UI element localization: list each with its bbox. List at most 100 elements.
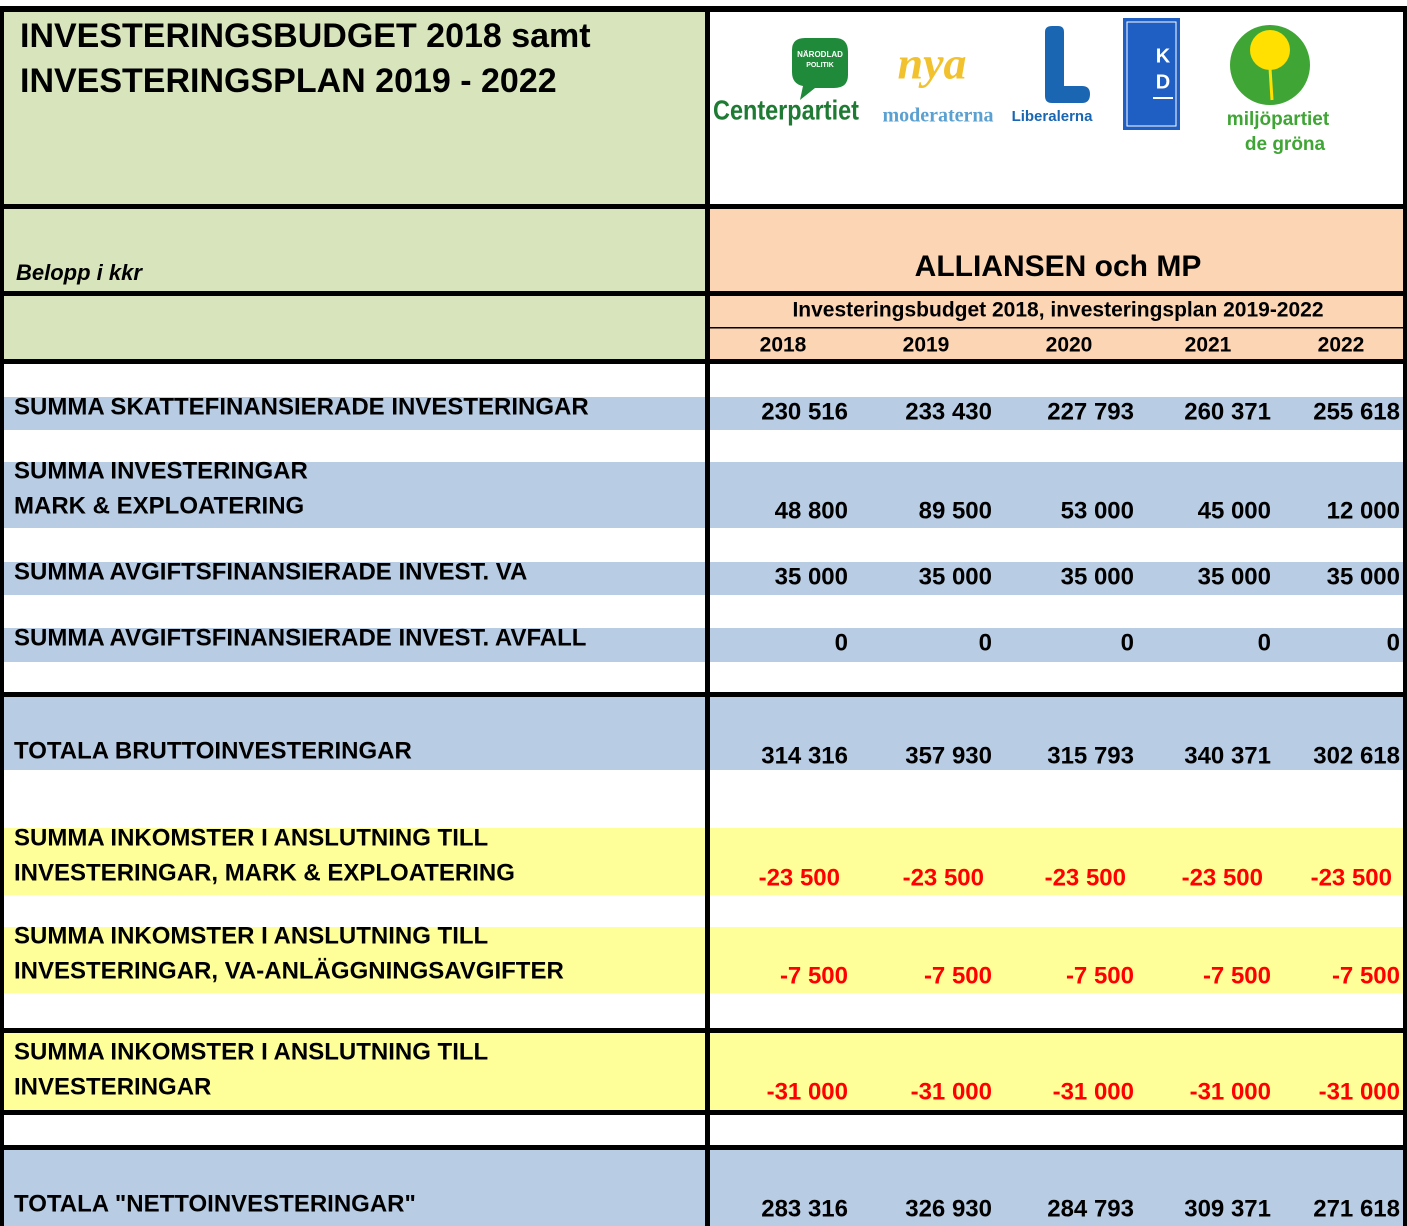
rule [0,204,1407,209]
row-label: SUMMA INKOMSTER I ANSLUTNING TILL [14,824,488,851]
row-label: SUMMA INKOMSTER I ANSLUTNING TILL [14,922,488,949]
years: 2018 2019 2020 2021 2022 [760,334,1365,357]
cell-value: 227 793 [1047,398,1134,425]
logo-text: K [1156,45,1171,67]
cell-value: -7 500 [780,962,848,989]
logo-text: Liberalerna [1012,108,1094,125]
logo-text: D [1156,71,1170,93]
logo-miljopartiet: miljöpartiet de gröna [1227,25,1330,155]
logo-liberalerna: Liberalerna [1012,26,1094,125]
cell-value: -7 500 [1332,962,1400,989]
year: 2022 [1318,334,1365,357]
cell-value: 53 000 [1061,497,1134,524]
cell-value: 357 930 [905,742,992,769]
cell-value: 0 [1387,629,1400,656]
cell-value: 314 316 [761,742,848,769]
cell-value: -31 000 [767,1078,848,1105]
subtitle: Investeringsbudget 2018, investeringspla… [792,299,1323,322]
cell-value: 35 000 [1198,563,1271,590]
logo-centerpartiet: NÄRODLAD POLITIK Centerpartiet [713,38,859,125]
year: 2020 [1046,334,1093,357]
rule [0,1145,1407,1150]
cell-value: 283 316 [761,1195,848,1222]
rules [0,6,1407,1226]
cell-value: 0 [1258,629,1271,656]
cells: SUMMA SKATTEFINANSIERADE INVESTERINGAR 23… [14,393,1400,1222]
year: 2021 [1185,334,1232,357]
cell-value: -23 500 [1182,864,1263,891]
row-fill [4,927,1405,993]
year: 2019 [903,334,950,357]
row-label: SUMMA AVGIFTSFINANSIERADE INVEST. AVFALL [14,624,586,651]
cell-value: -31 000 [1319,1078,1400,1105]
title: INVESTERINGSBUDGET 2018 samt [20,17,591,55]
logo-text: NÄRODLAD [797,50,843,59]
rule [0,692,1407,697]
row-fill [4,562,1405,595]
logo-text: POLITIK [806,62,834,69]
border [0,8,4,1226]
logo-text: nya [898,38,967,89]
cell-value: -7 500 [924,962,992,989]
row-fill [4,462,1405,528]
cell-value: 233 430 [905,398,992,425]
row-label: INVESTERINGAR, VA-ANLÄGGNINGSAVGIFTER [14,957,564,984]
cell-value: -7 500 [1203,962,1271,989]
cell-value: 326 930 [905,1195,992,1222]
cell-value: 35 000 [919,563,992,590]
row-fill [4,697,1405,770]
logo-text: de gröna [1245,134,1326,155]
cell-value: 255 618 [1313,398,1400,425]
cell-value: -23 500 [759,864,840,891]
row-label: SUMMA SKATTEFINANSIERADE INVESTERINGAR [14,393,589,420]
row-label: MARK & EXPLOATERING [14,492,304,519]
row-label: INVESTERINGAR [14,1073,211,1100]
group-title: ALLIANSEN och MP [915,250,1202,283]
cell-value: 260 371 [1184,398,1271,425]
logo-text: miljöpartiet [1227,109,1330,130]
right-header-fill [709,206,1405,361]
cell-value: 48 800 [775,497,848,524]
cell-value: -31 000 [1190,1078,1271,1105]
year: 2018 [760,334,807,357]
title: INVESTERINGSPLAN 2019 - 2022 [20,62,557,100]
cell-value: 35 000 [1327,563,1400,590]
cell-value: 315 793 [1047,742,1134,769]
row-fill [4,828,1405,895]
logo-moderaterna: nya moderaterna [882,38,993,127]
cell-value: 340 371 [1184,742,1271,769]
row-fill [4,1033,1405,1110]
rule [0,359,1407,364]
cell-value: 89 500 [919,497,992,524]
row-fill [4,397,1405,430]
cell-value: 35 000 [1061,563,1134,590]
logo-text: moderaterna [882,105,993,127]
row-label: TOTALA "NETTOINVESTERINGAR" [14,1190,416,1217]
cell-value: 35 000 [775,563,848,590]
row-fill [4,628,1405,662]
column-rule [705,8,710,1226]
rule [709,327,1405,329]
rule [0,1110,1407,1115]
cell-value: 0 [1121,629,1134,656]
cell-value: 230 516 [761,398,848,425]
cell-value: 12 000 [1327,497,1400,524]
cell-value: 309 371 [1184,1195,1271,1222]
row-label: SUMMA INKOMSTER I ANSLUTNING TILL [14,1038,488,1065]
cell-value: -7 500 [1066,962,1134,989]
cell-value: -23 500 [903,864,984,891]
cell-value: 302 618 [1313,742,1400,769]
row-label: TOTALA BRUTTOINVESTERINGAR [14,737,412,764]
cell-value: 284 793 [1047,1195,1134,1222]
rule [0,1028,1407,1033]
cell-value: -23 500 [1045,864,1126,891]
row-fill [4,1150,1405,1226]
cell-value: -31 000 [1053,1078,1134,1105]
border [1403,8,1407,1226]
row-label: SUMMA INVESTERINGAR [14,457,308,484]
row-label: INVESTERINGAR, MARK & EXPLOATERING [14,859,515,886]
row-label: SUMMA AVGIFTSFINANSIERADE INVEST. VA [14,558,527,585]
cell-value: 45 000 [1198,497,1271,524]
unit-label: Belopp i kkr [16,260,143,285]
